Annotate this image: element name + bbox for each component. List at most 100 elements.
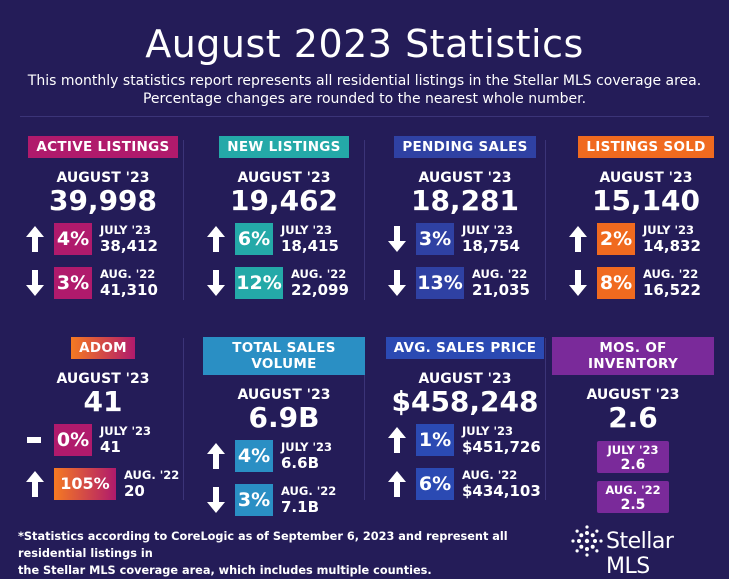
- stat-card-new-listings: NEW LISTINGS AUGUST '23 19,462 6% JULY '23 18…: [203, 136, 365, 308]
- stat-month: AUGUST '23: [237, 387, 331, 403]
- dash-icon: [27, 437, 41, 443]
- page-title: August 2023 Statistics: [145, 22, 584, 66]
- comparison-value: 2.5: [620, 497, 646, 513]
- comparison-period: JULY '23: [462, 223, 514, 237]
- column-divider: [183, 338, 184, 500]
- column-divider: [183, 140, 184, 300]
- stat-value: 15,140: [591, 184, 701, 217]
- arrow-up-icon: [388, 427, 406, 453]
- comparison-value: $451,726: [462, 438, 541, 456]
- stat-label: ACTIVE LISTINGS: [28, 136, 178, 158]
- percent-change-box: 4%: [54, 223, 92, 255]
- comparison-value: 18,415: [281, 237, 339, 255]
- comparison-value: 16,522: [643, 281, 701, 299]
- percent-change-box: 3%: [235, 484, 273, 516]
- stellar-mls-logo: Stellar MLS: [570, 524, 720, 579]
- comparison-row-prior-month: 1% JULY '23 $451,726: [384, 423, 546, 457]
- stat-value: 39,998: [48, 184, 158, 217]
- stat-value: 18,281: [410, 184, 520, 217]
- arrow-up-icon: [207, 226, 225, 252]
- stat-month: AUGUST '23: [237, 170, 331, 186]
- arrow-up-icon: [569, 226, 587, 252]
- prior-year-box: AUG. '22 2.5: [597, 481, 669, 513]
- arrow-up-icon: [26, 471, 44, 497]
- stat-card-adom: ADOM AUGUST '23 41 0% JULY '23 41 105% AUG. '22…: [22, 337, 184, 509]
- stat-value: 2.6: [608, 401, 658, 434]
- stat-label: AVG. SALES PRICE: [385, 337, 545, 359]
- stat-value: 19,462: [229, 184, 339, 217]
- stat-label: LISTINGS SOLD: [578, 136, 714, 158]
- comparison-row-prior-month: 4% JULY '23 6.6B: [203, 439, 365, 473]
- prior-month-box: JULY '23 2.6: [597, 441, 669, 473]
- comparison-value: $434,103: [462, 482, 541, 500]
- stat-month: AUGUST '23: [418, 170, 512, 186]
- percent-change-box: 0%: [54, 424, 92, 456]
- comparison-value: 14,832: [643, 237, 701, 255]
- column-divider: [364, 338, 365, 500]
- stat-label: ADOM: [71, 337, 135, 359]
- page-subtitle: This monthly statistics report represent…: [0, 72, 729, 108]
- comparison-row-prior-year: 13% AUG. '22 21,035: [384, 266, 546, 300]
- comparison-row-prior-month: 3% JULY '23 18,754: [384, 222, 546, 256]
- subtitle-line-1: This monthly statistics report represent…: [27, 73, 702, 89]
- stat-value: 41: [83, 385, 123, 418]
- percent-change-box: 6%: [235, 223, 273, 255]
- stat-label: MOS. OF INVENTORY: [552, 337, 714, 375]
- comparison-period: AUG. '22: [100, 267, 156, 281]
- comparison-period: AUG. '22: [462, 468, 518, 482]
- stat-card-listings-sold: LISTINGS SOLD AUGUST '23 15,140 2% JULY '23 1…: [565, 136, 727, 308]
- footnote-line-2: the Stellar MLS coverage area, which inc…: [18, 564, 432, 577]
- column-divider: [545, 140, 546, 300]
- footnote: *Statistics according to CoreLogic as of…: [18, 528, 563, 579]
- comparison-period: AUG. '22: [291, 267, 347, 281]
- comparison-row-prior-year: 105% AUG. '22 20: [22, 467, 184, 501]
- arrow-down-icon: [388, 270, 406, 296]
- comparison-period: JULY '23: [100, 424, 152, 438]
- stat-card-total-sales-volume: TOTAL SALES VOLUME AUGUST '23 6.9B 4% JULY '…: [203, 337, 365, 525]
- percent-change-box: 2%: [597, 223, 635, 255]
- comparison-row-prior-year: 8% AUG. '22 16,522: [565, 266, 727, 300]
- header-divider: [20, 116, 709, 117]
- stat-month: AUGUST '23: [599, 170, 693, 186]
- comparison-row-prior-month: 6% JULY '23 18,415: [203, 222, 365, 256]
- comparison-row-prior-month: 4% JULY '23 38,412: [22, 222, 184, 256]
- comparison-value: 21,035: [472, 281, 530, 299]
- comparison-value: 41,310: [100, 281, 158, 299]
- arrow-down-icon: [388, 226, 406, 252]
- stat-month: AUGUST '23: [56, 371, 150, 387]
- stat-card-pending-sales: PENDING SALES AUGUST '23 18,281 3% JULY '23 1…: [384, 136, 546, 308]
- arrow-up-icon: [26, 226, 44, 252]
- stat-card-avg-sales-price: AVG. SALES PRICE AUGUST '23 $458,248 1% JULY…: [384, 337, 546, 509]
- comparison-period: AUG. '22: [124, 468, 180, 482]
- star-logo-icon: [571, 525, 603, 557]
- comparison-period: AUG. '22: [281, 484, 337, 498]
- column-divider: [364, 140, 365, 300]
- comparison-period: AUG. '22: [643, 267, 699, 281]
- comparison-row-prior-month: 0% JULY '23 41: [22, 423, 184, 457]
- percent-change-box: 8%: [597, 267, 635, 299]
- comparison-value: 38,412: [100, 237, 158, 255]
- percent-change-box: 6%: [416, 468, 454, 500]
- comparison-value: 41: [100, 438, 121, 456]
- arrow-down-icon: [207, 487, 225, 513]
- footnote-line-1: *Statistics according to CoreLogic as of…: [18, 530, 508, 560]
- logo-text: Stellar MLS: [606, 529, 674, 579]
- percent-change-box: 13%: [416, 267, 464, 299]
- comparison-period: JULY '23: [462, 424, 514, 438]
- comparison-value: 20: [124, 482, 145, 500]
- stat-value: $458,248: [391, 385, 539, 418]
- comparison-period: JULY '23: [281, 223, 333, 237]
- subtitle-line-2: Percentage changes are rounded to the ne…: [142, 91, 587, 107]
- stat-month: AUGUST '23: [418, 371, 512, 387]
- comparison-value: 2.6: [620, 457, 646, 473]
- comparison-period: AUG. '22: [605, 483, 661, 497]
- stat-card-mos-of-inventory: MOS. OF INVENTORY AUGUST '23 2.6 JULY '23 2.…: [552, 337, 714, 525]
- stat-card-active-listings: ACTIVE LISTINGS AUGUST '23 39,998 4% JULY '2…: [22, 136, 184, 308]
- comparison-period: JULY '23: [643, 223, 695, 237]
- stat-value: 6.9B: [248, 401, 320, 434]
- comparison-value: 22,099: [291, 281, 349, 299]
- comparison-value: 6.6B: [281, 454, 320, 472]
- comparison-period: JULY '23: [100, 223, 152, 237]
- comparison-row-prior-year: 6% AUG. '22 $434,103: [384, 467, 546, 501]
- arrow-up-icon: [388, 471, 406, 497]
